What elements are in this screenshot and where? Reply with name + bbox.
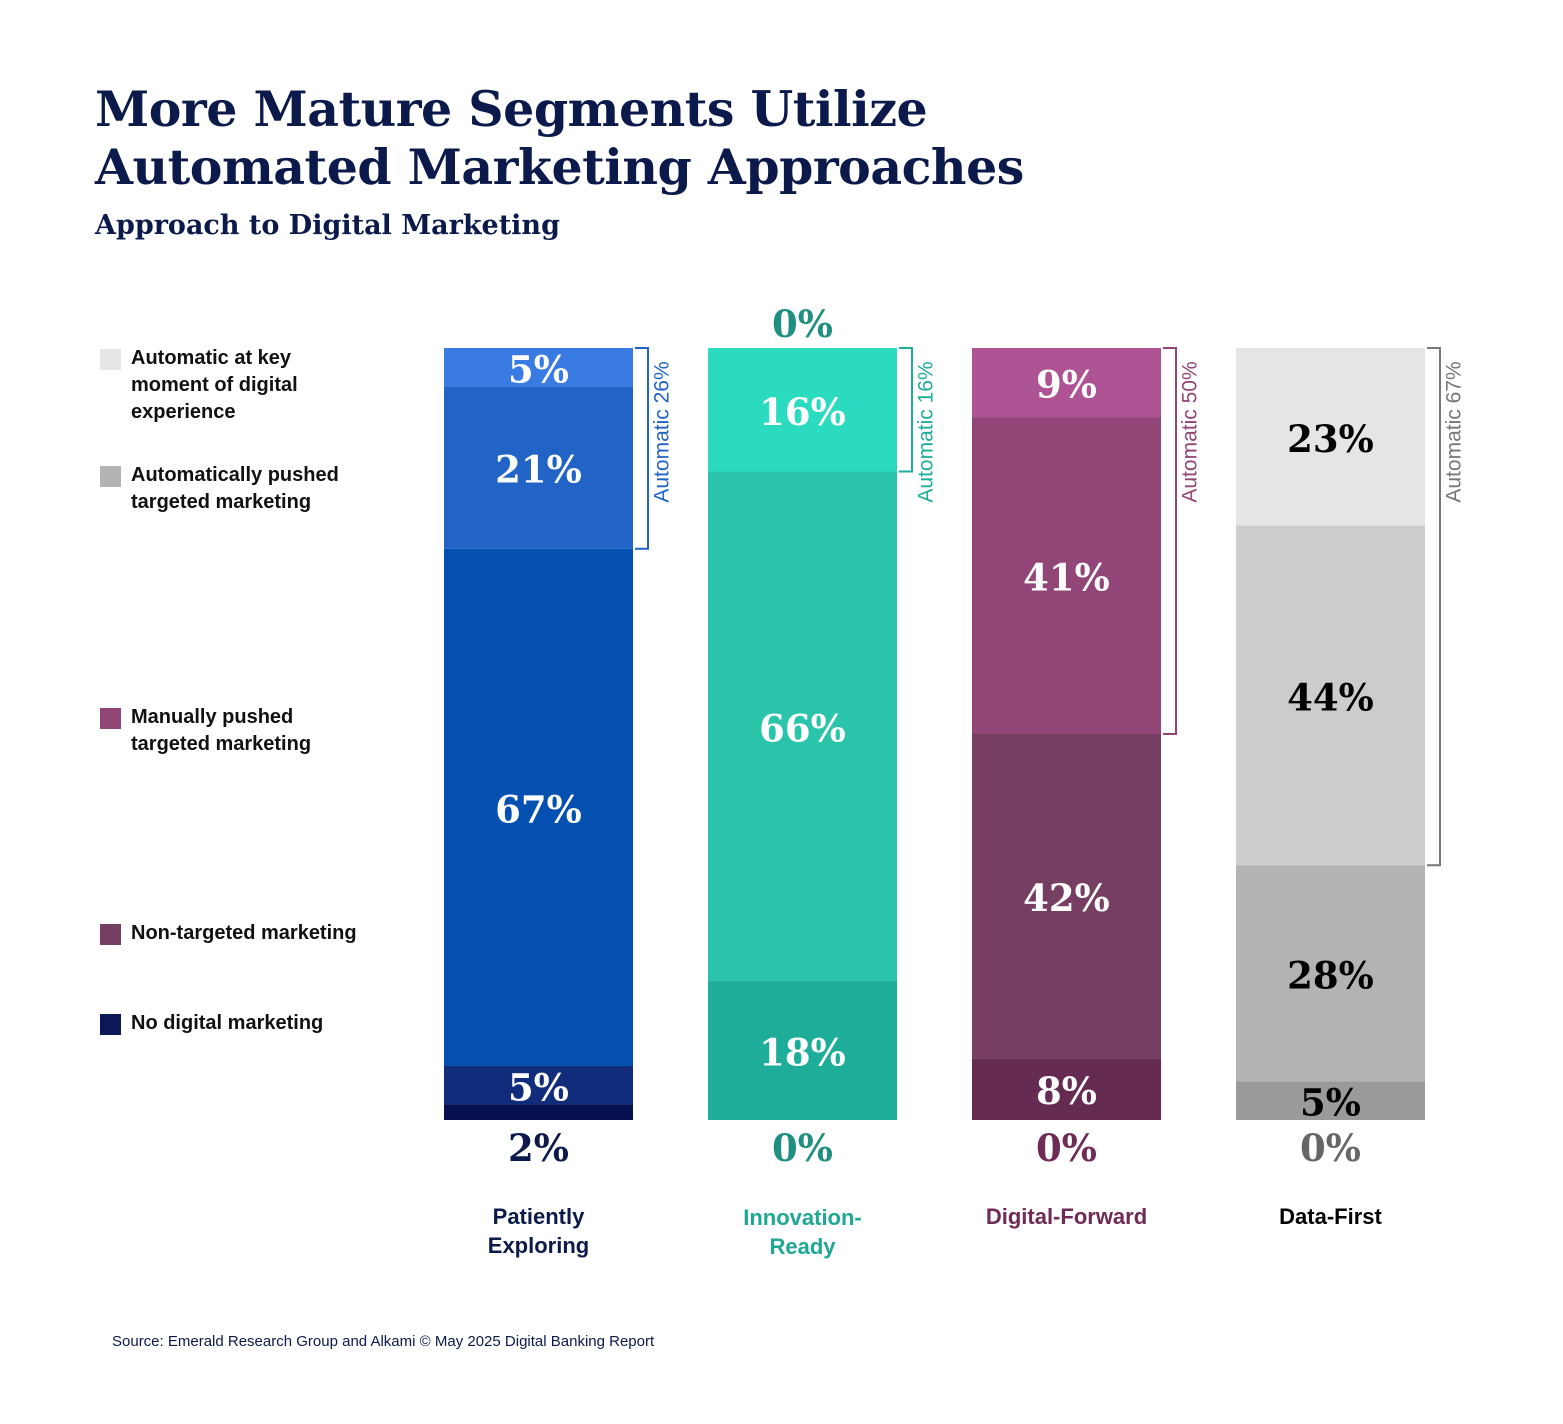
bar-segment <box>972 734 1161 1059</box>
legend-label: Manually pushed targeted marketing <box>131 706 312 755</box>
bar-value-label: 41% <box>1023 556 1110 600</box>
bar-value-label: 8% <box>1036 1069 1097 1113</box>
bracket-label: Automatic 16% <box>915 361 938 502</box>
legend-swatch <box>100 924 121 945</box>
bar-segment <box>972 348 1161 418</box>
bar-value-label: 5% <box>508 1065 569 1109</box>
legend-swatch <box>100 466 121 487</box>
chart-title: More Mature Segments Utilize Automated M… <box>95 80 1095 196</box>
bottom-value-label: 2% <box>508 1126 569 1170</box>
category-label: Patiently Exploring <box>429 1202 649 1260</box>
category-label: Innovation- Ready <box>693 1203 913 1261</box>
chart-title-line-2: Automated Marketing Approaches <box>95 138 1024 196</box>
bar-value-label: 18% <box>759 1031 846 1075</box>
legend-label: Automatic at key moment of digital exper… <box>131 347 298 423</box>
category-label-line: Exploring <box>487 1233 590 1258</box>
source-note: Source: Emerald Research Group and Alkam… <box>112 1333 655 1350</box>
bar-segment <box>972 1058 1161 1120</box>
bar-value-label: 21% <box>495 448 582 492</box>
bracket-line <box>635 347 649 550</box>
bar-segment <box>444 386 633 549</box>
category-label: Digital-Forward <box>957 1202 1177 1231</box>
bottom-value-label: 0% <box>772 1126 833 1170</box>
bar-segment <box>708 471 897 982</box>
bar-value-label: 16% <box>759 390 846 434</box>
chart-subtitle: Approach to Digital Marketing <box>95 210 560 241</box>
category-label-line: Data-First <box>1279 1204 1382 1229</box>
chart-title-line-1: More Mature Segments Utilize <box>95 80 928 138</box>
bar-value-label: 42% <box>1023 876 1110 920</box>
bracket-line <box>1163 347 1177 735</box>
bar-value-label: 28% <box>1287 953 1374 997</box>
bar-value-label: 66% <box>759 706 846 750</box>
category-label-line: Digital-Forward <box>985 1204 1148 1229</box>
bar-value-label: 23% <box>1287 417 1374 461</box>
bracket-line <box>1427 347 1441 867</box>
bar-segment <box>444 1104 633 1120</box>
bar-value-label: 67% <box>495 787 582 831</box>
bar-segment <box>1236 1081 1425 1120</box>
legend-label: Automatically pushed targeted marketing <box>131 464 339 513</box>
category-label: Data-First <box>1221 1202 1441 1231</box>
legend-swatch <box>100 1014 121 1035</box>
bar-segment <box>444 548 633 1066</box>
bar-segment <box>1236 525 1425 866</box>
bracket-label: Automatic 50% <box>1179 361 1202 502</box>
legend: Automatic at key moment of digital exper… <box>100 0 400 1424</box>
legend-swatch <box>100 349 121 370</box>
category-label-line: Patiently <box>492 1204 585 1229</box>
legend-swatch <box>100 708 121 729</box>
bar-value-label: 44% <box>1287 675 1374 719</box>
bar-segment <box>708 348 897 472</box>
bar-segment <box>444 1065 633 1105</box>
bracket-line <box>899 347 913 473</box>
legend-label: Non-targeted marketing <box>131 922 357 944</box>
bar-segment <box>972 417 1161 734</box>
bar-value-label: 5% <box>1300 1081 1361 1125</box>
bottom-value-label: 0% <box>1036 1126 1097 1170</box>
bottom-value-label: 0% <box>1300 1126 1361 1170</box>
bar-segment <box>708 981 897 1120</box>
top-zero-label: 0% <box>772 302 833 346</box>
bracket-label: Automatic 67% <box>1443 361 1466 502</box>
bar-segment <box>1236 865 1425 1082</box>
category-label-line: Ready <box>769 1234 836 1259</box>
legend-label: No digital marketing <box>131 1012 324 1034</box>
bar-value-label: 9% <box>1036 363 1097 407</box>
bar-segment <box>1236 348 1425 526</box>
bar-value-label: 5% <box>508 347 569 391</box>
bracket-label: Automatic 26% <box>651 361 674 502</box>
category-label-line: Innovation- <box>743 1205 862 1230</box>
bar-segment <box>444 348 633 387</box>
